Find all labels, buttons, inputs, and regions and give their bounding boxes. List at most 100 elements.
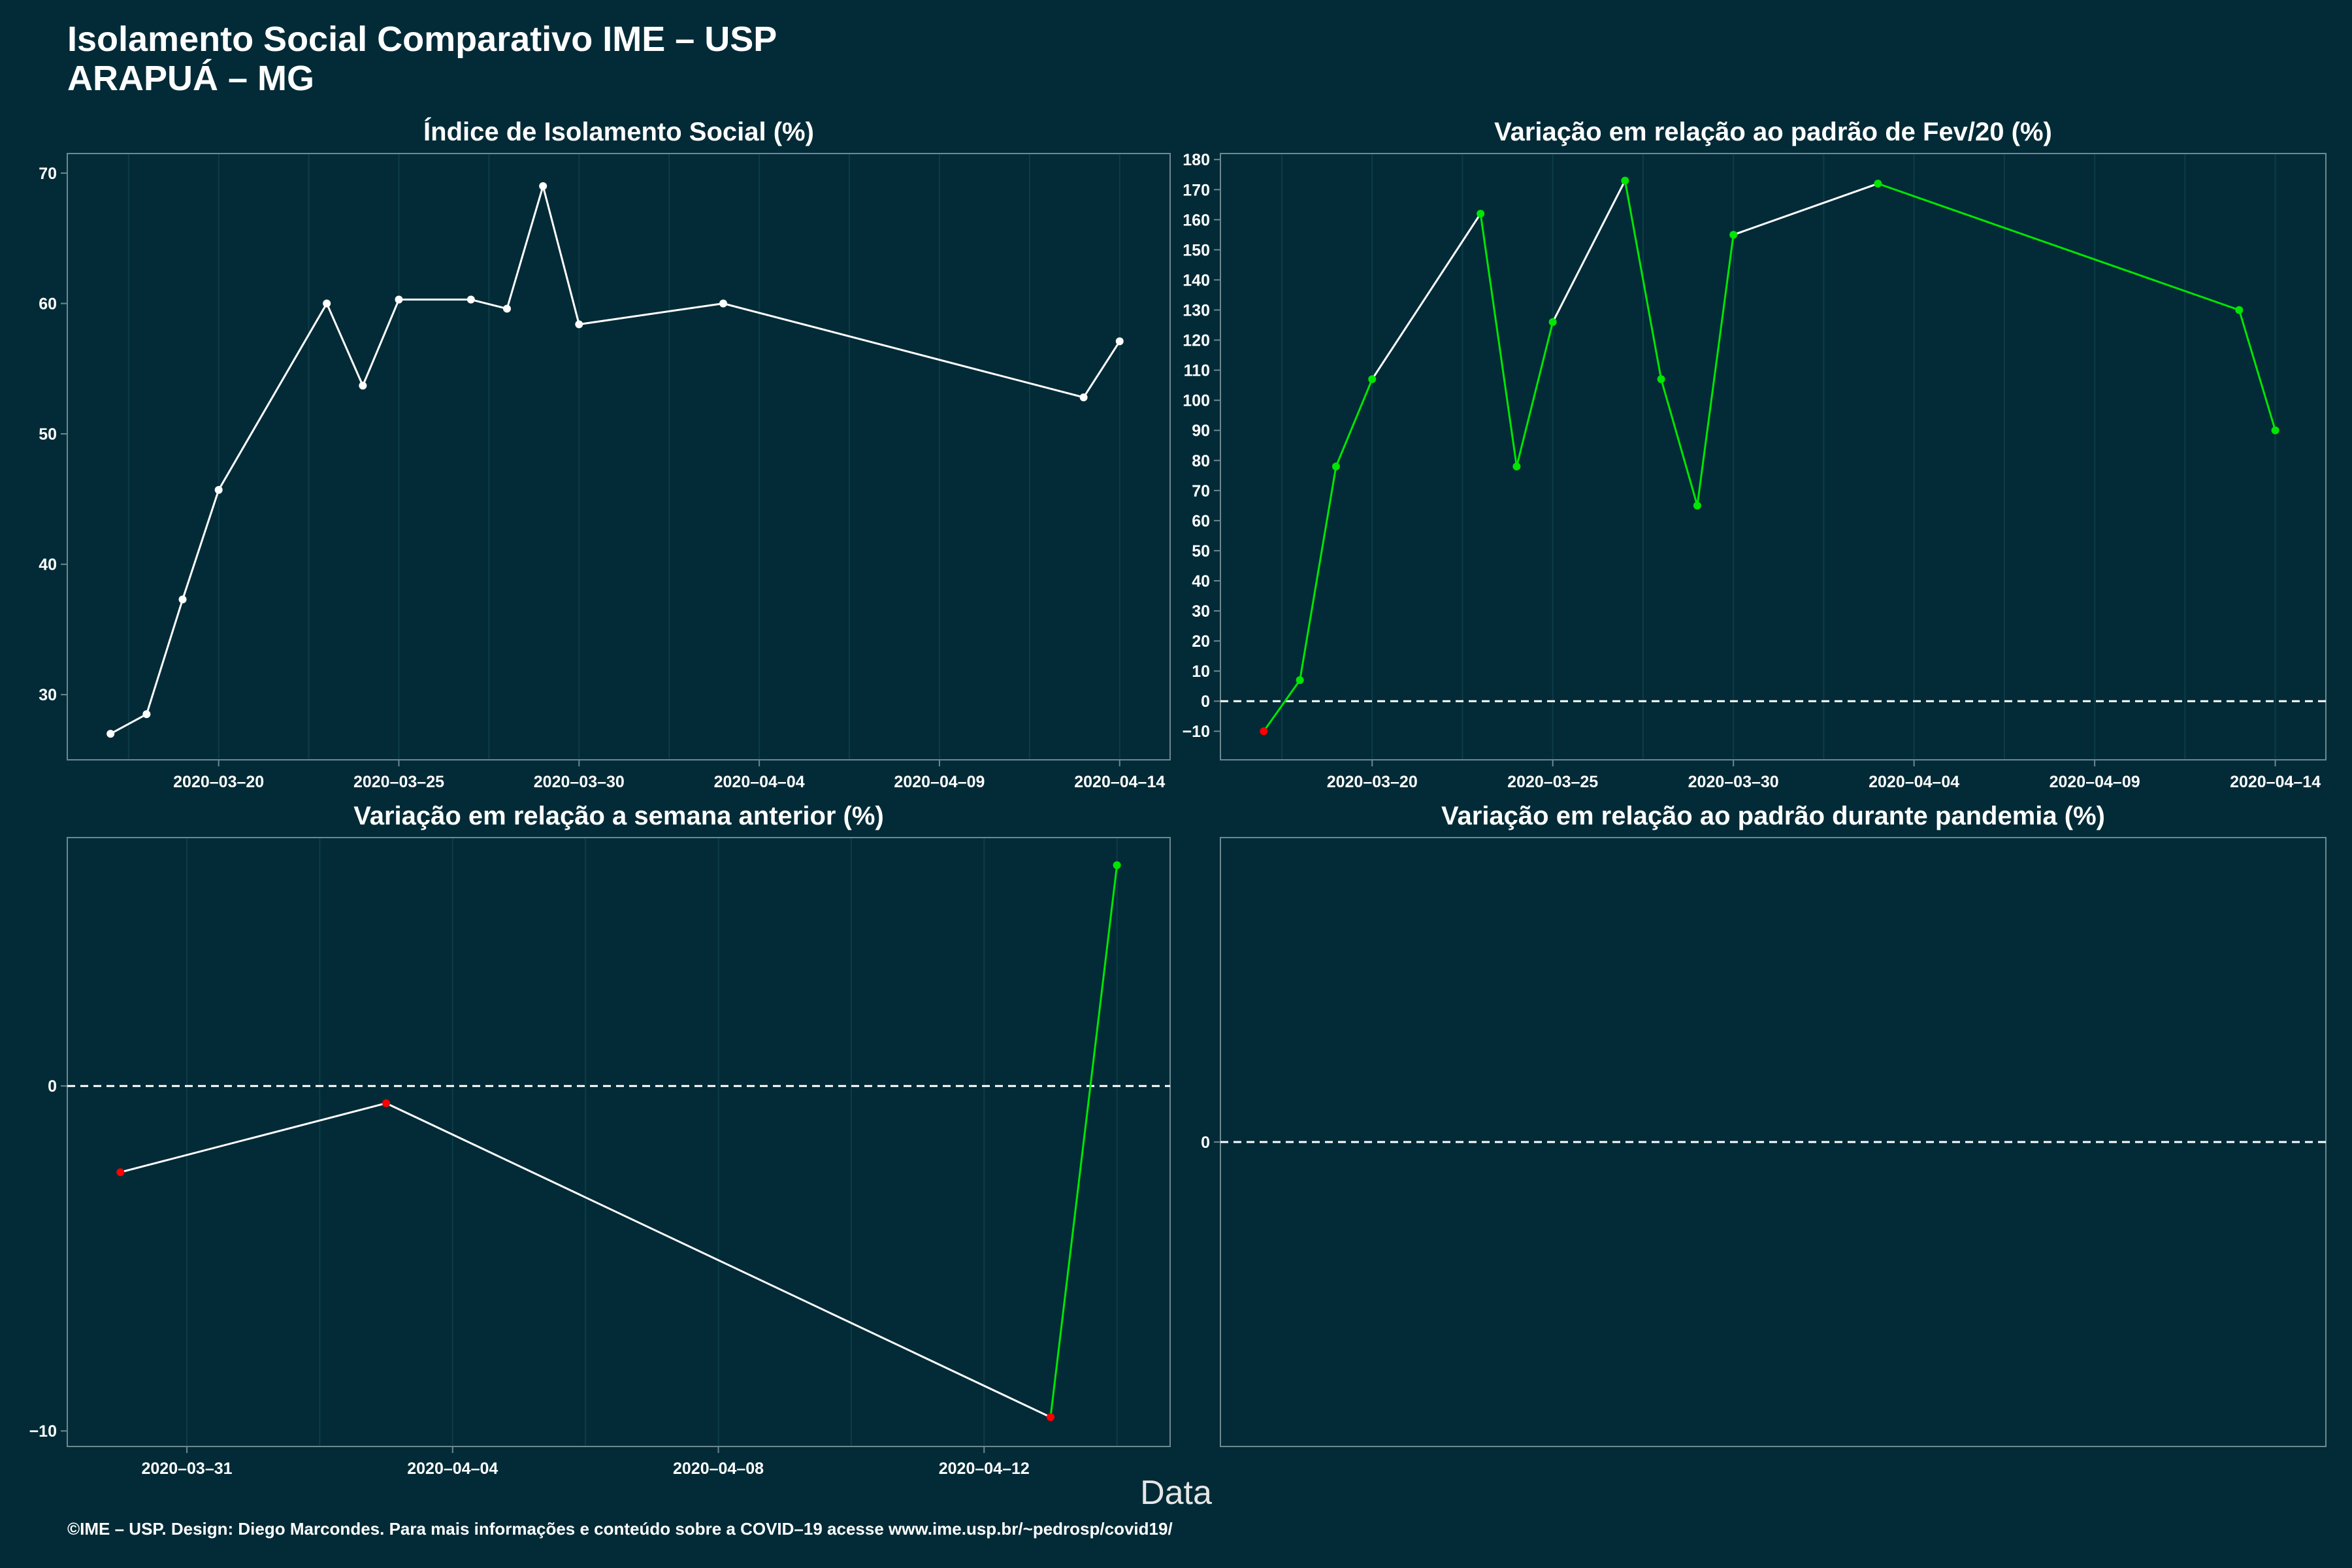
data-point [116,1168,125,1177]
y-tick-label: 40 [39,556,57,574]
series-segment [579,302,724,325]
chart-panel-3: Variação em relação a semana anterior (%… [29,802,1171,1478]
data-point [323,299,331,308]
series-segment [1515,321,1554,467]
panel-title: Variação em relação ao padrão de Fev/20 … [1494,118,2052,146]
y-tick-label: 80 [1192,452,1210,470]
x-tick-label: 2020–04–14 [2230,773,2321,791]
y-tick-label: 100 [1183,392,1210,410]
x-tick-label: 2020–03–30 [534,773,625,791]
chart-panel-1: Índice de Isolamento Social (%) 30 40 50 60 7… [39,117,1171,791]
series-segment [1552,180,1626,323]
y-tick-label: 160 [1183,211,1210,229]
y-tick-label: 50 [1192,542,1210,561]
data-point [1113,861,1121,870]
series-segment [1660,378,1699,506]
x-tick-label: 2020–04–04 [407,1460,498,1478]
data-point [1657,375,1665,384]
series-segment [542,186,580,325]
x-tick-label: 2020–04–14 [1074,773,1165,791]
data-point [1260,727,1268,736]
data-point [1729,231,1738,239]
panel-frame [67,837,1171,1447]
data-point [466,295,475,304]
series-segment [1263,679,1301,732]
series-segment [1371,213,1482,380]
x-tick-label: 2020–04–04 [1869,773,1959,791]
series-segment [1083,340,1121,399]
series-segment [1624,180,1663,380]
y-tick-label: 40 [1192,572,1210,591]
y-tick-label: 110 [1184,362,1210,380]
data-point [1512,462,1521,470]
data-point [1874,180,1882,188]
data-point [178,595,187,604]
page-title: Isolamento Social Comparativo IME – USP [67,20,777,59]
series-segment [1696,235,1735,506]
y-tick-label: 0 [48,1077,57,1096]
data-point [1693,501,1701,510]
y-tick-label: 140 [1183,271,1210,289]
y-tick-label: 0 [1201,1134,1210,1152]
data-point [1296,676,1304,684]
y-tick-label: 70 [1192,482,1210,500]
x-tick-label: 2020–04–09 [2050,773,2140,791]
y-tick-label: 170 [1183,181,1210,199]
y-tick-label: 150 [1183,241,1210,259]
data-point [1477,210,1485,218]
x-tick-label: 2020–04–04 [714,773,805,791]
x-tick-label: 2020–04–12 [939,1460,1030,1478]
footer-credits: ©IME – USP. Design: Diego Marcondes. Par… [67,1519,1173,1539]
series-segment [325,302,364,386]
series-segment [470,299,508,310]
data-point [2235,306,2244,314]
panel-title: Índice de Isolamento Social (%) [423,117,814,146]
data-point [1331,462,1340,470]
series-segment [506,186,544,309]
y-tick-label: 60 [39,295,57,314]
data-point [106,730,115,738]
series-segment [1479,213,1518,467]
data-point [2271,426,2279,434]
y-tick-label: 70 [39,165,57,183]
data-point [539,182,547,190]
data-point [395,295,403,304]
chart-panel-4: Variação em relação ao padrão durante pa… [1201,802,2327,1447]
data-point [382,1099,391,1107]
x-tick-label: 2020–03–20 [1327,773,1418,791]
series-segment [385,1102,1051,1418]
x-tick-label: 2020–04–09 [894,773,985,791]
x-tick-label: 2020–03–25 [353,773,444,791]
panel-frame [67,153,1171,760]
y-tick-label: 0 [1201,693,1210,711]
data-point [359,382,367,390]
series-segment [1299,466,1337,681]
series-segment [723,302,1084,399]
chart-panel-2: Variação em relação ao padrão de Fev/20 … [1183,118,2327,791]
y-tick-label: 10 [1192,662,1210,681]
data-point [1368,375,1377,384]
x-axis-label: Data [1140,1474,1212,1512]
data-point [1115,337,1124,346]
x-tick-label: 2020–03–31 [142,1460,233,1478]
data-point [719,299,727,308]
series-segment [2238,310,2277,431]
page-subtitle: ARAPUÁ – MG [67,59,315,98]
data-point [1621,176,1629,185]
panel-title: Variação em relação ao padrão durante pa… [1441,802,2105,830]
series-segment [1335,378,1373,467]
series-segment [1877,182,2240,311]
panel-frame [1220,153,2327,760]
x-tick-label: 2020–03–20 [173,773,264,791]
y-tick-label: 30 [39,686,57,704]
x-tick-label: 2020–03–25 [1507,773,1598,791]
series-segment [110,713,148,735]
series-segment [218,302,328,491]
y-tick-label: 90 [1192,422,1210,440]
data-point [575,320,583,329]
series-segment [1733,182,1878,236]
y-tick-label: 120 [1183,332,1210,350]
data-point [502,304,511,313]
data-point [1046,1413,1054,1422]
data-point [1548,318,1557,326]
